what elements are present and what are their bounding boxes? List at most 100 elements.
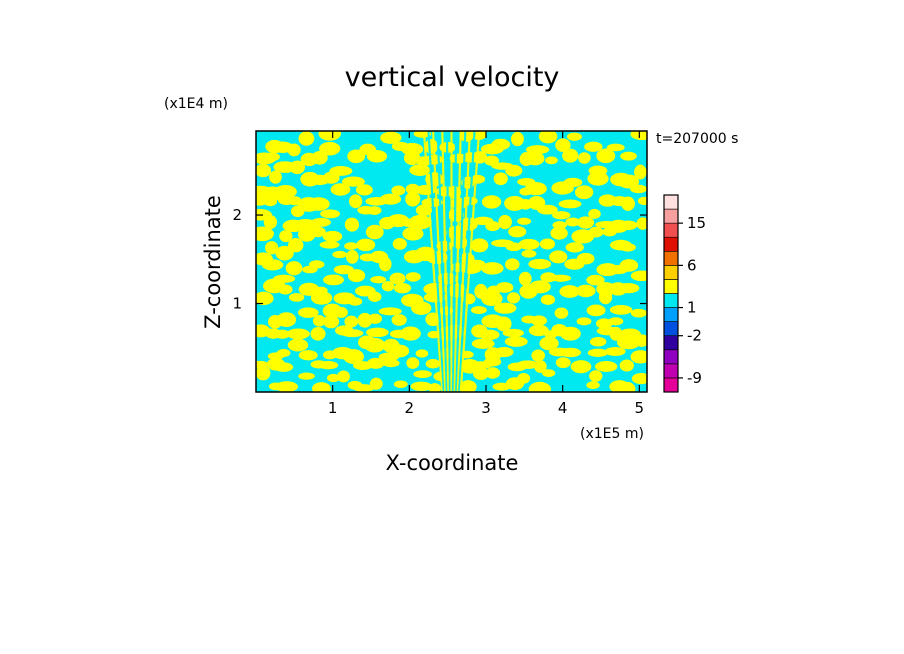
field-positive-patch [481, 262, 504, 275]
field-positive-patch [368, 313, 383, 324]
field-positive-patch [319, 240, 340, 249]
field-positive-patch [538, 131, 558, 144]
field-positive-patch [265, 241, 279, 255]
field-positive-patch [576, 317, 592, 326]
colorbar-tick-label: -9 [687, 369, 702, 387]
field-positive-patch [326, 373, 341, 383]
field-positive-patch [534, 360, 547, 373]
field-positive-patch [619, 359, 634, 372]
field-positive-patch [311, 150, 328, 165]
field-positive-patch [344, 315, 359, 328]
field-positive-patch [256, 163, 272, 178]
plot-frame [255, 130, 648, 393]
field-positive-patch [318, 131, 342, 141]
field-positive-patch [406, 357, 420, 369]
field-positive-patch [550, 226, 568, 240]
field-positive-patch [309, 226, 326, 238]
field-positive-patch [510, 131, 524, 147]
chart-title: vertical velocity [345, 62, 560, 93]
field-positive-patch [493, 302, 517, 314]
field-positive-patch [382, 338, 400, 353]
x-tick-label: 2 [405, 399, 415, 417]
field-positive-patch [319, 141, 341, 156]
field-positive-patch [408, 214, 432, 230]
wave-crest-line [436, 131, 448, 392]
wave-crest-line [422, 131, 444, 392]
field-positive-patch [566, 132, 582, 141]
colorbar-segment [663, 307, 679, 322]
field-positive-patch [341, 329, 364, 338]
field-positive-patch [330, 183, 351, 196]
field-positive-patch [550, 274, 571, 282]
field-positive-patch [620, 151, 637, 161]
field-positive-patch [428, 383, 442, 392]
field-positive-patch [470, 306, 487, 315]
field-positive-patch [285, 261, 303, 276]
colorbar-tick-label: 1 [687, 299, 697, 317]
field-positive-patch [587, 171, 609, 186]
field-positive-patch [619, 259, 639, 272]
field-positive-patch [345, 249, 359, 264]
x-tick-label: 1 [328, 399, 338, 417]
field-positive-patch [619, 243, 636, 252]
field-positive-patch [320, 209, 341, 219]
field-positive-patch [619, 381, 636, 392]
field-positive-patch [570, 360, 592, 374]
field-positive-patch [409, 164, 431, 176]
field-positive-patch [617, 174, 640, 189]
field-positive-patch [298, 350, 318, 361]
y-tick-label: 1 [232, 295, 242, 313]
field-positive-patch [341, 176, 365, 187]
field-positive-patch [586, 274, 605, 286]
field-positive-patch [479, 329, 500, 341]
field-positive-patch [298, 372, 315, 380]
field-positive-patch [588, 165, 608, 176]
field-positive-patch [589, 370, 603, 382]
field-positive-patch [484, 155, 499, 166]
field-positive-patch [504, 336, 528, 347]
field-positive-patch [619, 220, 638, 231]
field-positive-patch [606, 143, 625, 152]
field-positive-patch [474, 283, 488, 299]
field-positive-patch [343, 349, 364, 365]
field-positive-patch [288, 292, 305, 302]
field-positive-patch [392, 237, 407, 250]
y-axis-label: Z-coordinate [201, 195, 225, 329]
wave-crest-line [459, 131, 481, 392]
field-positive-patch [393, 380, 408, 388]
field-positive-patch [370, 275, 387, 284]
field-positive-patch [608, 317, 624, 326]
x-axis-label: X-coordinate [386, 451, 519, 475]
wave-crest-line [458, 131, 476, 392]
field-positive-patch [273, 274, 296, 283]
field-positive-patch [637, 196, 647, 206]
field-positive-patch [565, 217, 581, 227]
field-positive-patch [525, 145, 550, 155]
field-positive-patch [256, 360, 269, 369]
field-positive-patch [314, 286, 328, 295]
field-positive-patch [507, 292, 521, 304]
field-positive-patch [366, 357, 385, 369]
field-positive-patch [288, 238, 304, 253]
field-positive-patch [427, 330, 441, 339]
field-positive-patch [274, 362, 294, 372]
colorbar-segment [663, 377, 679, 393]
field-positive-patch [528, 324, 549, 337]
field-positive-patch [400, 293, 424, 308]
field-positive-patch [518, 238, 540, 250]
field-positive-patch [275, 381, 299, 392]
field-positive-patch [549, 250, 568, 264]
field-positive-patch [263, 152, 280, 162]
field-positive-patch [307, 197, 330, 211]
field-positive-patch [552, 211, 571, 220]
field-positive-patch [369, 377, 383, 390]
field-positive-patch [555, 357, 571, 369]
field-positive-patch [298, 307, 319, 318]
field-positive-patch [278, 284, 293, 295]
y-unit-label: (x1E4 m) [164, 96, 228, 112]
colorbar-segment [663, 363, 679, 379]
field-positive-patch [504, 195, 526, 211]
y-tick-label: 2 [232, 206, 242, 224]
field-positive-patch [609, 326, 623, 341]
field-positive-patch [587, 348, 609, 358]
